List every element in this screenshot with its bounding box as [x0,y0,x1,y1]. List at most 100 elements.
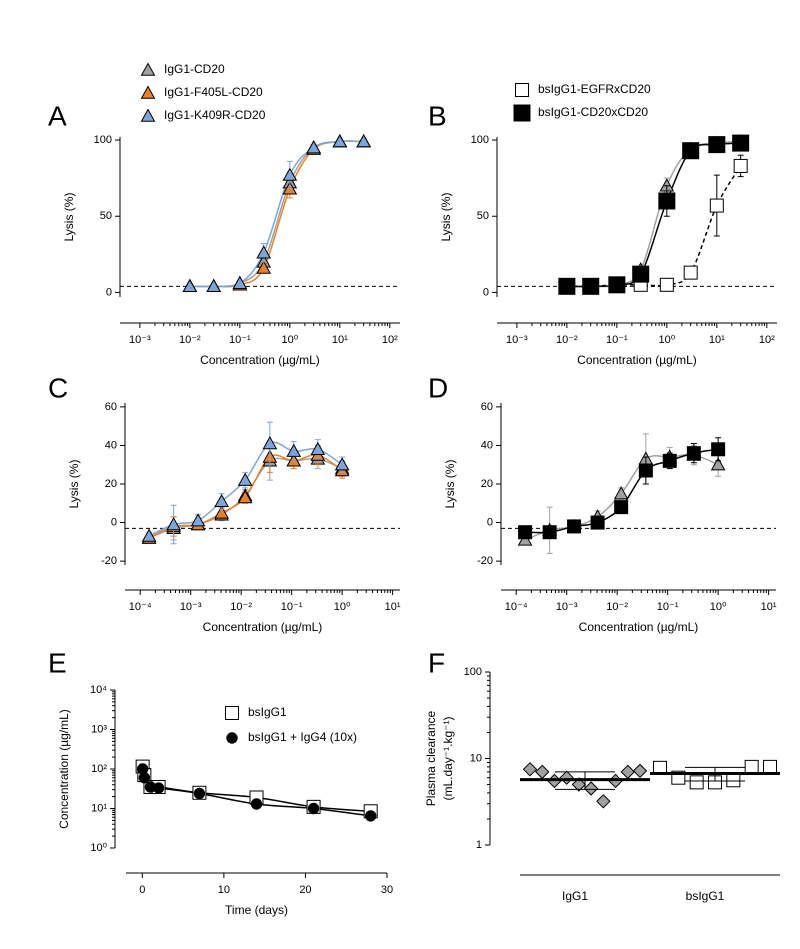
data-point [686,446,701,461]
y-tick-label: 20 [481,478,493,490]
y-tick-label: 10² [91,763,107,775]
data-point [190,513,206,527]
data-point [658,192,676,210]
x-tick-label: 10⁻³ [180,601,202,613]
data-point [332,134,348,148]
data-point [608,276,626,294]
x-tick-label: 10⁰ [334,601,351,613]
legend-marker [140,62,156,76]
x-tick-label: IgG1 [562,889,588,903]
x-tick-label: 10⁻¹ [229,334,251,346]
y-tick-label: 10¹ [91,802,107,814]
y-tick-label: -20 [477,555,493,567]
data-point [152,782,165,794]
y-tick-label: 100 [464,666,482,678]
data-point [682,142,700,160]
data-point [286,443,302,457]
y-tick-label: 0 [483,286,489,298]
y-axis-label: Concentration (µg/mL) [57,709,71,829]
x-tick-label: 10⁻³ [129,334,151,346]
data-point [535,764,550,780]
x-tick-label: 10¹ [385,601,401,613]
data-point [709,198,724,213]
y-tick-label: 60 [105,401,117,413]
x-tick-label: 10⁰ [710,601,727,613]
legend-marker [226,732,238,744]
data-point [334,457,350,471]
x-tick-label: 10⁻² [179,334,201,346]
data-point [237,472,253,486]
data-point [262,435,278,450]
y-tick-label: 50 [100,210,112,222]
panel-letter: D [428,372,448,403]
x-tick-label: 10⁰ [659,334,676,346]
y-tick-label: 0 [111,516,117,528]
data-point [708,136,726,154]
data-point [763,759,777,774]
y-axis-label: Plasma clearance [424,710,438,806]
y-axis-label: Lysis (%) [443,460,457,509]
legend-marker [140,108,156,122]
data-point [138,772,151,784]
data-point [582,277,600,295]
x-tick-label: 10⁰ [282,334,299,346]
data-point [282,167,298,181]
data-point [583,781,599,796]
data-point [632,265,650,283]
legend-marker [225,706,239,720]
x-tick-label: 10⁻³ [556,601,578,613]
x-tick-label: 30 [381,884,393,896]
data-point [310,441,326,455]
x-tick-label: 10¹ [709,334,725,346]
y-tick-label: 10⁰ [90,842,107,854]
data-point [689,775,704,790]
legend-label: IgG1-K409R-CD20 [164,108,266,122]
data-point [193,787,206,800]
y-tick-label: 0 [487,516,493,528]
data-point [306,140,322,154]
data-point [250,798,263,810]
y-tick-label: 10 [470,752,482,764]
data-point [141,528,157,542]
y-axis-label: (mL.day⁻¹.kg⁻¹) [441,716,455,800]
fit-curve [566,142,741,288]
y-tick-label: 50 [477,210,489,222]
data-point [726,773,741,788]
panel-letter: A [48,100,67,131]
x-tick-label: 10¹ [761,601,777,613]
y-tick-label: 1 [476,839,482,851]
data-point [710,457,726,471]
y-tick-label: 60 [481,401,493,413]
data-point [214,493,229,508]
y-axis-label: Lysis (%) [67,460,81,509]
x-tick-label: 10⁻² [230,601,252,613]
panel-letter: F [428,647,445,678]
x-axis-label: Concentration (µg/mL) [579,620,699,634]
data-point [733,158,748,173]
data-point [662,453,677,468]
legend-label: IgG1-F405L-CD20 [164,85,263,99]
x-tick-label: 10 [218,884,230,896]
data-point [567,519,582,534]
y-tick-label: 10⁴ [90,684,107,696]
panel-letter: E [48,647,67,678]
x-tick-label: 10⁻¹ [657,601,679,613]
x-tick-label: bsIgG1 [686,889,725,903]
data-point [613,486,629,500]
data-point [683,265,698,280]
data-point [659,277,674,292]
data-point [517,532,533,546]
y-tick-label: 40 [105,439,117,451]
fit-curve [189,140,364,288]
y-tick-label: 10³ [91,723,107,735]
fit-curve [566,140,741,288]
data-point [744,759,759,774]
y-tick-label: 100 [94,134,112,146]
x-tick-label: 10⁻¹ [281,601,303,613]
y-tick-label: 40 [481,439,493,451]
x-axis-label: Time (days) [225,903,288,917]
data-point [182,278,198,293]
x-tick-label: 10² [382,334,398,346]
data-point [559,770,574,785]
